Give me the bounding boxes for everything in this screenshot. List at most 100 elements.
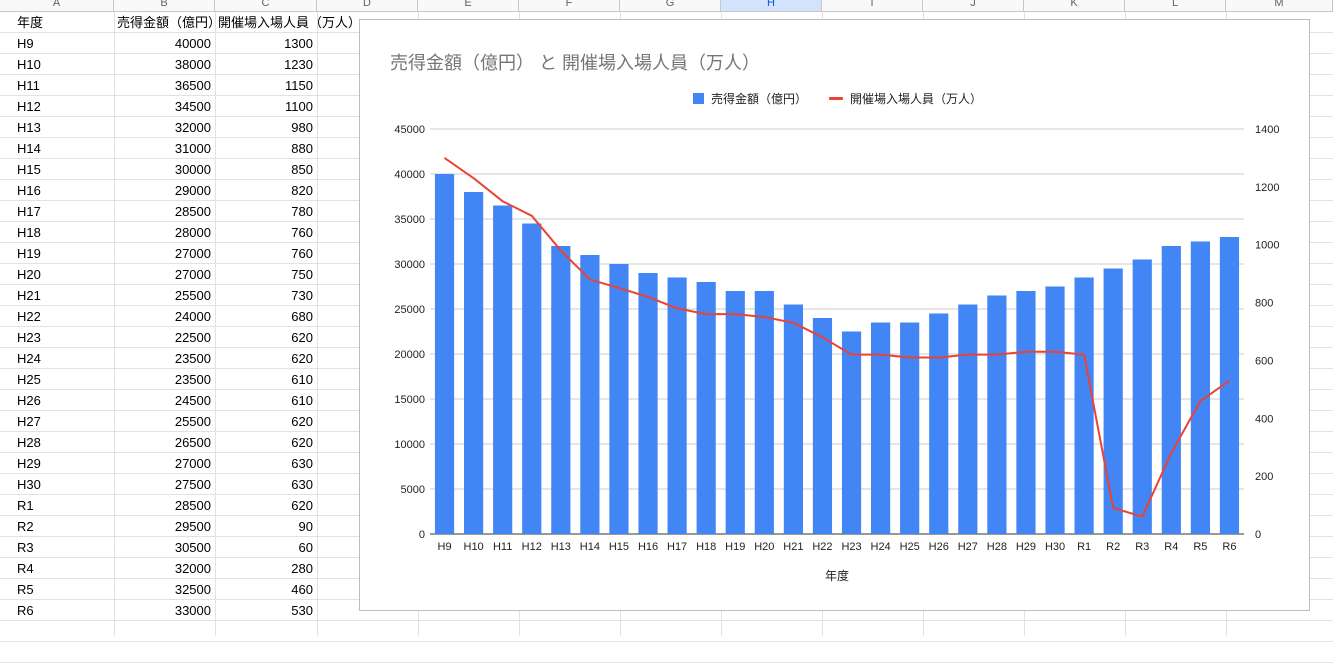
cell-sales[interactable]: 24500	[174, 393, 211, 408]
cell-year[interactable]: R4	[17, 561, 34, 576]
cell-attendance[interactable]: 610	[291, 372, 313, 387]
cell-attendance[interactable]: 760	[291, 225, 313, 240]
cell-year[interactable]: H28	[17, 435, 41, 450]
cell-year[interactable]: H9	[17, 36, 34, 51]
cell-attendance[interactable]: 680	[291, 309, 313, 324]
cell-attendance[interactable]: 750	[291, 267, 313, 282]
cell-attendance[interactable]: 610	[291, 393, 313, 408]
cell-attendance[interactable]: 880	[291, 141, 313, 156]
cell-attendance[interactable]: 820	[291, 183, 313, 198]
cell-sales[interactable]: 28500	[174, 498, 211, 513]
cell-sales[interactable]: 29500	[174, 519, 211, 534]
cell-year[interactable]: H11	[17, 78, 40, 93]
cell-attendance[interactable]: 620	[291, 414, 313, 429]
cell-sales[interactable]: 36500	[174, 78, 211, 93]
column-header-k[interactable]: K	[1024, 0, 1125, 11]
cell-sales[interactable]: 25500	[174, 414, 211, 429]
cell-attendance[interactable]: 620	[291, 498, 313, 513]
cell-attendance[interactable]: 620	[291, 330, 313, 345]
cell-year[interactable]: H12	[17, 99, 41, 114]
cell-sales[interactable]: 28000	[174, 225, 211, 240]
cell-attendance[interactable]: 280	[291, 561, 313, 576]
cell-sales[interactable]: 34500	[174, 99, 211, 114]
column-header-i[interactable]: I	[822, 0, 923, 11]
cell-year[interactable]: R2	[17, 519, 34, 534]
cell-attendance[interactable]: 760	[291, 246, 313, 261]
column-header-l[interactable]: L	[1125, 0, 1226, 11]
cell-year[interactable]: H24	[17, 351, 41, 366]
cell-year[interactable]: H14	[17, 141, 41, 156]
cell-year[interactable]: R1	[17, 498, 34, 513]
header-cell-attendance[interactable]: 開催場入場人員（万人）	[218, 15, 362, 30]
cell-sales[interactable]: 28500	[174, 204, 211, 219]
cell-year[interactable]: H10	[17, 57, 41, 72]
cell-year[interactable]: R5	[17, 582, 34, 597]
cell-year[interactable]: H13	[17, 120, 41, 135]
cell-year[interactable]: H18	[17, 225, 41, 240]
cell-sales[interactable]: 40000	[174, 36, 211, 51]
cell-year[interactable]: H29	[17, 456, 41, 471]
cell-year[interactable]: R6	[17, 603, 34, 618]
cell-sales[interactable]: 33000	[174, 603, 211, 618]
cell-attendance[interactable]: 1230	[284, 57, 313, 72]
cell-year[interactable]: H30	[17, 477, 41, 492]
cell-attendance[interactable]: 530	[291, 603, 313, 618]
cell-year[interactable]: H21	[17, 288, 41, 303]
cell-attendance[interactable]: 630	[291, 477, 313, 492]
cell-sales[interactable]: 27500	[174, 477, 211, 492]
cell-sales[interactable]: 30500	[174, 540, 211, 555]
cell-year[interactable]: H22	[17, 309, 41, 324]
column-header-c[interactable]: C	[215, 0, 317, 11]
cell-attendance[interactable]: 620	[291, 435, 313, 450]
header-cell-sales[interactable]: 売得金額（億円）	[117, 15, 222, 30]
cell-sales[interactable]: 32000	[174, 561, 211, 576]
header-cell-year[interactable]: 年度	[17, 15, 44, 30]
cell-sales[interactable]: 24000	[174, 309, 211, 324]
cell-attendance[interactable]: 1300	[284, 36, 313, 51]
cell-sales[interactable]: 26500	[174, 435, 211, 450]
cell-attendance[interactable]: 850	[291, 162, 313, 177]
embedded-chart[interactable]: 売得金額（億円） と 開催場入場人員（万人） 売得金額（億円） 開催場入場人員（…	[359, 19, 1310, 611]
cell-year[interactable]: H17	[17, 204, 41, 219]
cell-year[interactable]: H16	[17, 183, 41, 198]
cell-year[interactable]: H25	[17, 372, 41, 387]
column-header-d[interactable]: D	[317, 0, 418, 11]
column-header-h[interactable]: H	[721, 0, 822, 11]
column-header-a[interactable]: A	[0, 0, 114, 11]
cell-attendance[interactable]: 980	[291, 120, 313, 135]
cell-attendance[interactable]: 460	[291, 582, 313, 597]
column-header-b[interactable]: B	[114, 0, 215, 11]
cell-sales[interactable]: 30000	[174, 162, 211, 177]
cell-attendance[interactable]: 1150	[285, 78, 313, 93]
cell-sales[interactable]: 23500	[174, 372, 211, 387]
column-header-j[interactable]: J	[923, 0, 1024, 11]
cell-attendance[interactable]: 1100	[285, 99, 313, 114]
cell-year[interactable]: H19	[17, 246, 41, 261]
cell-sales[interactable]: 32500	[174, 582, 211, 597]
cell-year[interactable]: H15	[17, 162, 41, 177]
cell-year[interactable]: H27	[17, 414, 41, 429]
cell-attendance[interactable]: 730	[291, 288, 313, 303]
cell-attendance[interactable]: 90	[298, 519, 313, 534]
cell-attendance[interactable]: 630	[291, 456, 313, 471]
column-header-g[interactable]: G	[620, 0, 721, 11]
cell-sales[interactable]: 27000	[174, 267, 211, 282]
cell-attendance[interactable]: 780	[291, 204, 313, 219]
cell-sales[interactable]: 32000	[174, 120, 211, 135]
cell-year[interactable]: H26	[17, 393, 41, 408]
cell-year[interactable]: H23	[17, 330, 41, 345]
cell-sales[interactable]: 25500	[174, 288, 211, 303]
cell-year[interactable]: R3	[17, 540, 34, 555]
cell-sales[interactable]: 29000	[174, 183, 211, 198]
cell-sales[interactable]: 31000	[174, 141, 211, 156]
cell-sales[interactable]: 27000	[174, 456, 211, 471]
column-header-m[interactable]: M	[1226, 0, 1333, 11]
cell-attendance[interactable]: 620	[291, 351, 313, 366]
cell-sales[interactable]: 38000	[174, 57, 211, 72]
cell-attendance[interactable]: 60	[298, 540, 313, 555]
cell-sales[interactable]: 27000	[174, 246, 211, 261]
cell-sales[interactable]: 22500	[174, 330, 211, 345]
column-header-f[interactable]: F	[519, 0, 620, 11]
cell-year[interactable]: H20	[17, 267, 41, 282]
column-header-e[interactable]: E	[418, 0, 519, 11]
